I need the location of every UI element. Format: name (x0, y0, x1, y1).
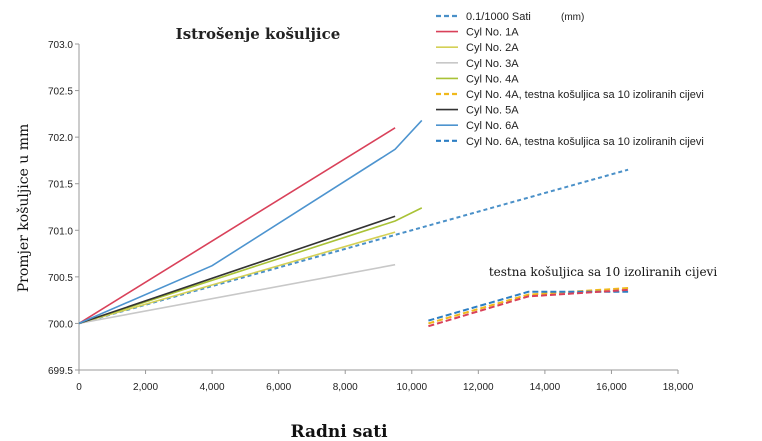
legend-label-1: Cyl No. 1A (466, 27, 519, 39)
y-tick-label: 701.5 (48, 180, 73, 191)
legend-label-7: Cyl No. 6A (466, 120, 519, 132)
x-tick-label: 8,000 (333, 382, 358, 393)
series-layer (78, 119, 629, 328)
y-tick-label: 702.0 (48, 133, 73, 144)
series-line-3 (78, 263, 396, 325)
x-tick-label: 10,000 (396, 382, 427, 393)
series-line-9 (428, 288, 629, 328)
legend-label-8: Cyl No. 6A, testna košuljica sa 10 izoli… (466, 136, 704, 148)
x-tick-label: 4,000 (200, 382, 225, 393)
legend-label-2: Cyl No. 2A (466, 42, 519, 54)
y-tick-label: 700.5 (48, 273, 73, 284)
legend-label-3: Cyl No. 3A (466, 58, 519, 70)
axes: 0 2,000 4,000 6,000 8,000 10,000 12,000 14,000 1… (48, 40, 694, 393)
series-line-1 (78, 127, 396, 325)
series-line-4 (78, 207, 423, 325)
legend: 0.1/1000 Sati Cyl No. 1A Cyl No. 2A Cyl No.… (436, 11, 704, 148)
unit-label: (mm) (561, 12, 584, 23)
y-tick-label: 702.5 (48, 87, 73, 98)
y-tick-label: 701.0 (48, 226, 73, 237)
y-tick-label: 700.0 (48, 319, 73, 330)
legend-label-0: 0.1/1000 Sati (466, 11, 531, 23)
chart-title: Istrošenje košuljice (176, 25, 341, 43)
y-axis-title: Promjer košuljice u mm (15, 124, 32, 293)
y-tick-label: 703.0 (48, 40, 73, 51)
legend-label-5: Cyl No. 4A, testna košuljica sa 10 izoli… (466, 89, 704, 101)
x-tick-label: 2,000 (133, 382, 158, 393)
series-line-6 (78, 215, 396, 325)
x-axis-title: Radni sati (290, 422, 388, 441)
x-tick-label: 12,000 (463, 382, 494, 393)
legend-label-6: Cyl No. 5A (466, 105, 519, 117)
series-line-5 (428, 287, 629, 325)
series-line-2 (78, 231, 396, 325)
y-tick-label: 699.5 (48, 366, 73, 377)
x-tick-label: 6,000 (266, 382, 291, 393)
x-tick-label: 0 (76, 382, 82, 393)
annotation-test-liner: testna košuljica sa 10 izoliranih cijevi (489, 265, 718, 279)
series-line-8 (428, 290, 629, 322)
legend-label-4: Cyl No. 4A (466, 73, 519, 85)
x-tick-label: 14,000 (530, 382, 561, 393)
x-tick-label: 18,000 (663, 382, 694, 393)
x-tick-label: 16,000 (596, 382, 627, 393)
series-line-7 (78, 119, 423, 325)
